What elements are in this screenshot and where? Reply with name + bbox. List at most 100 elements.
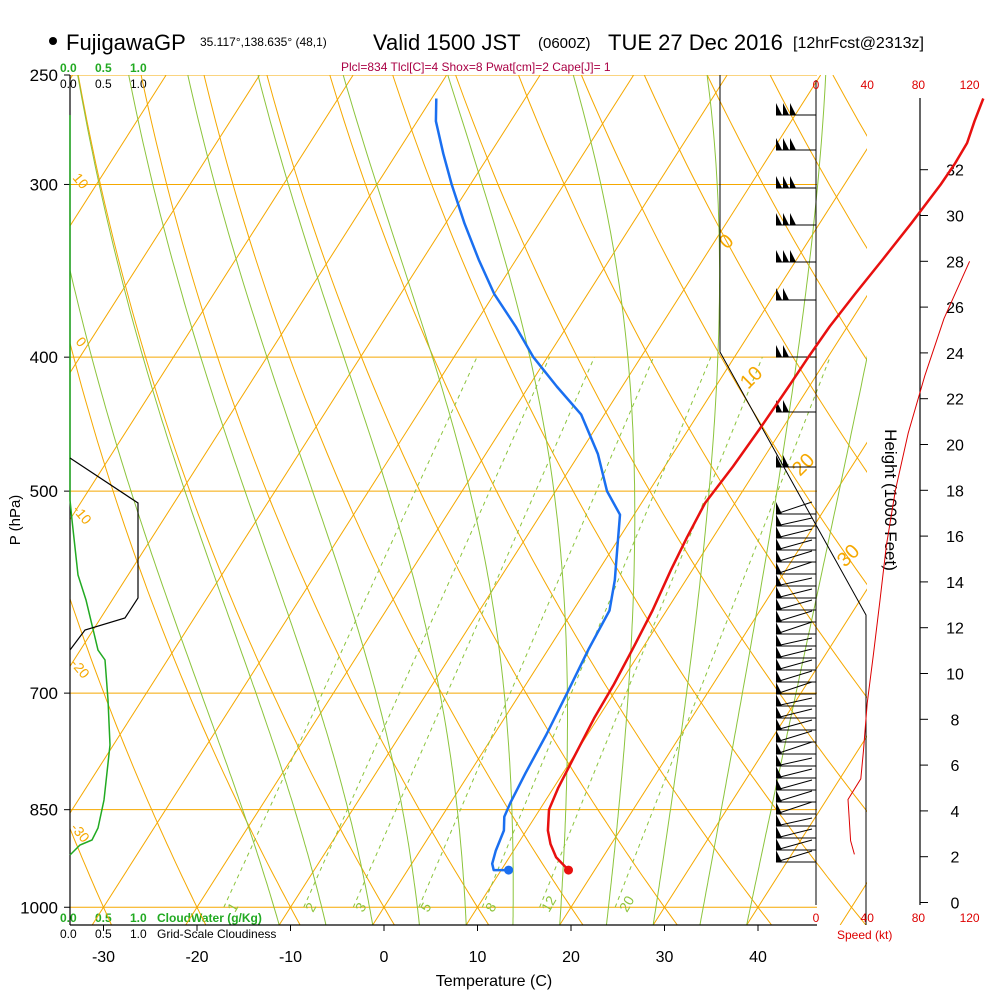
wind-barb xyxy=(776,213,816,226)
speed-tick-label-top: 40 xyxy=(861,78,875,92)
height-tick-label: 28 xyxy=(946,254,964,271)
wind-barb xyxy=(775,718,816,731)
wind-barb xyxy=(775,561,816,575)
cloudiness-scale-zero-bottom: 0.0 xyxy=(60,927,77,941)
mixing-ratio-label: 3 xyxy=(352,900,370,915)
speed-tick-label-bottom: 40 xyxy=(861,911,875,925)
wind-barb xyxy=(775,514,816,527)
dry-adiabat-line xyxy=(77,75,395,925)
moist-adiabat-line xyxy=(70,267,280,925)
wind-barb xyxy=(776,455,816,468)
wind-barb xyxy=(775,778,816,791)
height-tick-label: 14 xyxy=(946,575,964,592)
height-tick-label: 12 xyxy=(946,621,964,638)
wind-barbs xyxy=(775,103,816,863)
plot-frame xyxy=(69,75,921,926)
wind-barb xyxy=(776,103,816,116)
mixing-ratio-line xyxy=(539,356,763,908)
pressure-tick-label: 850 xyxy=(30,801,58,820)
wind-barb xyxy=(775,538,816,551)
moist-adiabat-line xyxy=(652,75,721,925)
dry-adiabat-line xyxy=(832,75,867,137)
moist-adiabat-line xyxy=(572,75,636,925)
height-tick-label: 4 xyxy=(951,804,960,821)
wind-barb xyxy=(775,550,816,563)
moist-adiabat-label: 0 xyxy=(715,230,738,253)
isotherm-line xyxy=(70,75,167,227)
dry-adiabat-line xyxy=(70,827,112,925)
speed-tick-label-top: 80 xyxy=(912,78,926,92)
speed-axis-label: Speed (kt) xyxy=(837,928,892,942)
wind-barb xyxy=(775,658,816,671)
dewpoint-line xyxy=(434,98,622,872)
wind-barb xyxy=(775,754,816,767)
pressure-tick-label: 400 xyxy=(30,348,58,367)
cloudwater-scale-half-bottom: 0.5 xyxy=(95,911,112,925)
height-tick-label: 32 xyxy=(946,163,964,180)
pressure-tick-label: 250 xyxy=(30,66,58,85)
mixing-ratio-label: 2 xyxy=(302,900,320,915)
isotherm-line xyxy=(70,75,541,814)
pressure-tick-label: 700 xyxy=(30,684,58,703)
auxiliary-profiles xyxy=(69,115,971,856)
dry-adiabat-label: 10 xyxy=(70,170,92,192)
cloudwater-scale-one-bottom: 1.0 xyxy=(130,911,147,925)
wind-barb xyxy=(776,250,816,263)
cloudwater-label: CloudWater (g/Kg) xyxy=(157,911,262,925)
height-tick-label: 6 xyxy=(951,758,960,775)
height-tick-label: 10 xyxy=(946,667,964,684)
mixing-ratio-line xyxy=(418,356,655,908)
height-tick-label: 0 xyxy=(951,896,960,913)
dry-adiabat-line xyxy=(70,341,301,925)
height-tick-label: 24 xyxy=(946,346,964,363)
mixing-ratio-label: 20 xyxy=(616,893,638,915)
wind-barb xyxy=(775,766,816,779)
valid-zulu: (0600Z) xyxy=(538,35,591,52)
isotherm-line xyxy=(746,735,867,925)
sounding-series xyxy=(434,98,985,875)
dry-adiabat-line xyxy=(580,75,867,586)
wind-barb xyxy=(775,681,816,695)
height-tick-label: 22 xyxy=(946,392,964,409)
isotherm-line xyxy=(70,75,448,668)
cloudwater-profile xyxy=(69,115,111,856)
pressure-tick-label: 1000 xyxy=(20,898,58,917)
speed-tick-label-bottom: 0 xyxy=(813,911,820,925)
wind-barb xyxy=(775,610,816,623)
wind-barb xyxy=(776,288,816,301)
temperature-tick-label: -30 xyxy=(92,949,115,966)
isotherm-line xyxy=(465,294,867,925)
isotherm-line xyxy=(91,75,635,925)
isotherm-line xyxy=(934,75,1000,925)
station-name: FujigawaGP xyxy=(66,30,186,55)
station-coords: 35.117°,138.635° (48,1) xyxy=(200,35,327,49)
tropopause-boundary-line xyxy=(719,75,867,925)
height-tick-label: 30 xyxy=(946,209,964,226)
wind-barb xyxy=(776,176,816,189)
station-marker-icon xyxy=(49,37,57,45)
wind-barb xyxy=(775,621,816,635)
height-tick-label: 16 xyxy=(946,529,964,546)
wind-barb xyxy=(775,790,816,803)
wind-barb xyxy=(776,400,816,413)
dry-adiabat-line xyxy=(266,75,678,925)
dry-adiabat-line xyxy=(455,75,867,813)
dry-adiabat-line xyxy=(392,75,867,925)
moist-adiabat-line xyxy=(447,75,568,925)
cloudiness-scale-half-top: 0.5 xyxy=(95,77,112,91)
wind-speed-profile xyxy=(847,261,971,855)
temperature-tick-label: 10 xyxy=(469,949,487,966)
isotherm-line xyxy=(372,148,867,925)
isotherm-line xyxy=(70,75,354,521)
wind-barb xyxy=(775,706,816,719)
temperature-tick-label: 20 xyxy=(562,949,580,966)
wind-barb xyxy=(775,826,816,839)
grid-lines xyxy=(70,75,1000,925)
moist-adiabat-line xyxy=(77,75,327,925)
speed-tick-label-top: 120 xyxy=(960,78,980,92)
cloudwater-scale-half-top: 0.5 xyxy=(95,61,112,75)
x-axis-label: Temperature (C) xyxy=(436,973,552,990)
mixing-ratio-label: 5 xyxy=(417,900,435,915)
mixing-ratio-label: 8 xyxy=(482,900,500,915)
